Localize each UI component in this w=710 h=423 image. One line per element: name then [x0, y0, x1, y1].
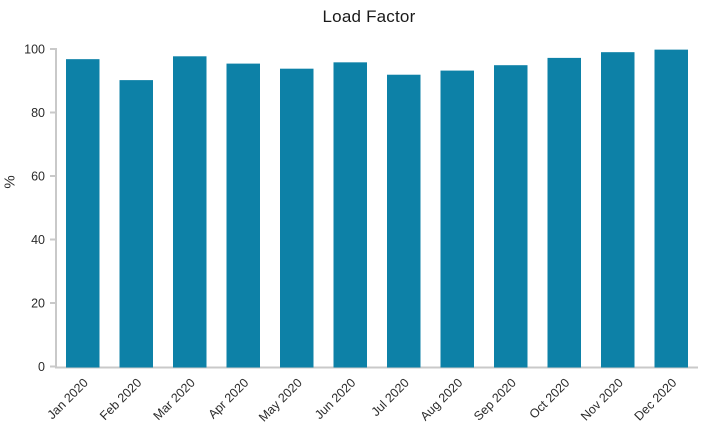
y-tick-label: 40 — [31, 233, 45, 247]
bar-sep-2020 — [494, 65, 528, 368]
bar-jun-2020 — [333, 62, 367, 368]
bar-jul-2020 — [387, 74, 421, 368]
bar-aug-2020 — [440, 70, 474, 368]
x-tick-label: Nov 2020 — [578, 376, 626, 423]
y-tick-label: 60 — [31, 170, 45, 184]
bar-mar-2020 — [173, 56, 207, 368]
bar-feb-2020 — [119, 80, 153, 368]
bar-jan-2020 — [66, 59, 100, 368]
x-tick-label: May 2020 — [256, 376, 305, 423]
x-tick-label: Jan 2020 — [45, 376, 91, 422]
x-tick-label: Aug 2020 — [418, 376, 466, 423]
bar-nov-2020 — [601, 52, 635, 368]
x-tick-label: Apr 2020 — [206, 376, 252, 422]
x-tick-label: Jun 2020 — [312, 376, 358, 422]
x-tick-label: Oct 2020 — [527, 376, 573, 422]
y-axis-title: % — [1, 175, 19, 189]
bar-dec-2020 — [654, 49, 688, 368]
x-tick-label: Feb 2020 — [97, 376, 144, 423]
x-tick-label: Dec 2020 — [632, 376, 680, 423]
y-tick-label: 20 — [31, 297, 45, 311]
chart-title: Load Factor — [322, 7, 416, 26]
x-tick-label: Mar 2020 — [151, 376, 198, 423]
bar-apr-2020 — [226, 63, 260, 368]
bar-oct-2020 — [547, 57, 581, 368]
y-tick-label: 80 — [31, 106, 45, 120]
bar-may-2020 — [280, 68, 314, 368]
y-tick-label: 100 — [24, 43, 45, 57]
y-tick-label: 0 — [38, 360, 45, 374]
x-tick-label: Sep 2020 — [471, 376, 519, 423]
x-tick-label: Jul 2020 — [369, 376, 412, 419]
